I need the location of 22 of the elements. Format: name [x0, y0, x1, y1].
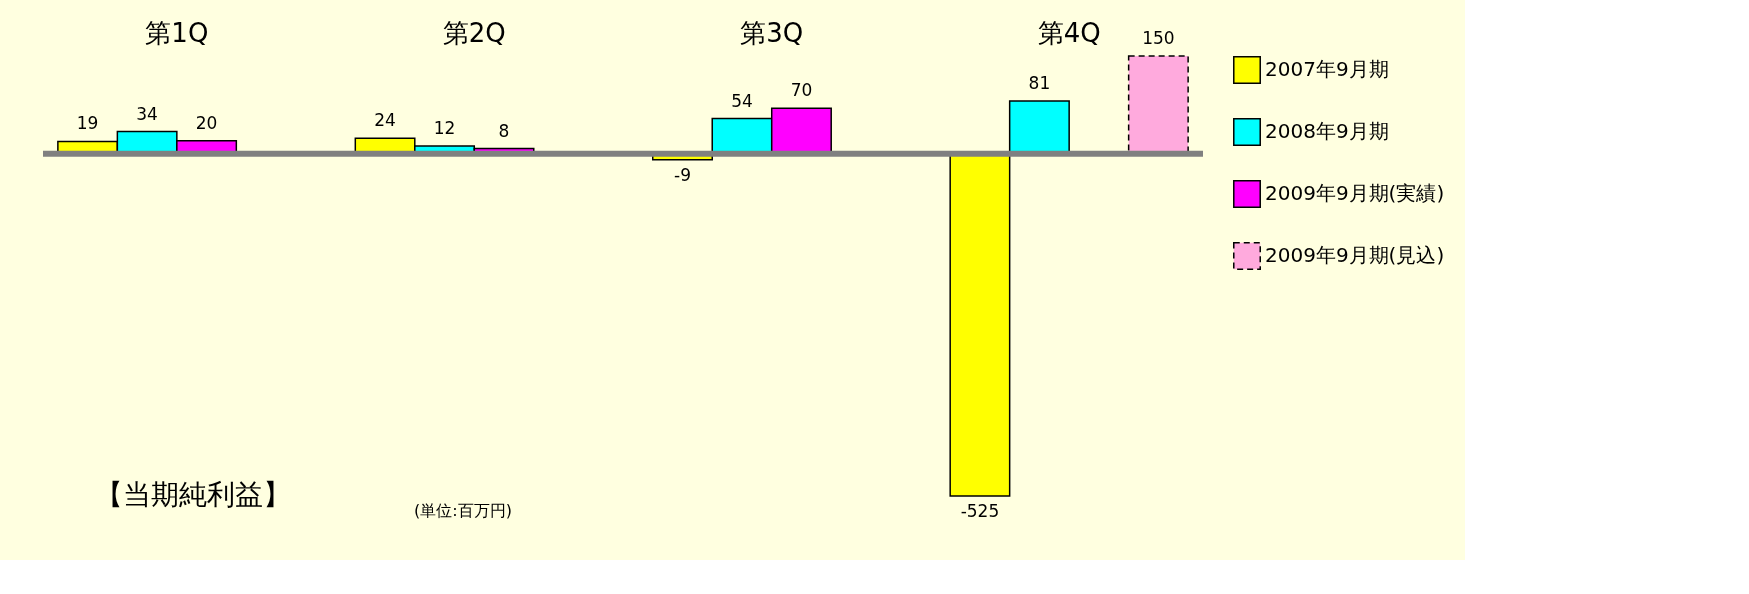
data-label: 24	[374, 110, 396, 131]
x-tick-label: 第3Q	[740, 17, 804, 48]
legend-label: 2009年9月期(見込)	[1265, 243, 1445, 267]
legend-label: 2009年9月期(実績)	[1265, 181, 1445, 205]
data-label: 19	[76, 113, 99, 134]
data-label: -9	[674, 164, 691, 185]
data-label: 70	[790, 80, 813, 101]
data-label: -525	[960, 501, 1000, 521]
legend-label: 2008年9月期	[1265, 119, 1389, 143]
data-label: 150	[1142, 28, 1175, 48]
x-tick-label: 第4Q	[1037, 17, 1101, 48]
data-label: 34	[136, 103, 158, 124]
legend-label: 2007年9月期	[1265, 57, 1389, 81]
text: (単位:百万円)	[414, 501, 512, 520]
data-label: 8	[498, 120, 510, 141]
x-tick-label: 第1Q	[145, 17, 209, 48]
annotation: 【当期純利益】	[95, 478, 291, 511]
data-label: 54	[731, 90, 753, 111]
x-tick-label: 第2Q	[442, 17, 506, 48]
data-label: 12	[433, 117, 456, 138]
data-label: 20	[195, 112, 218, 133]
data-label: 81	[1028, 72, 1051, 93]
